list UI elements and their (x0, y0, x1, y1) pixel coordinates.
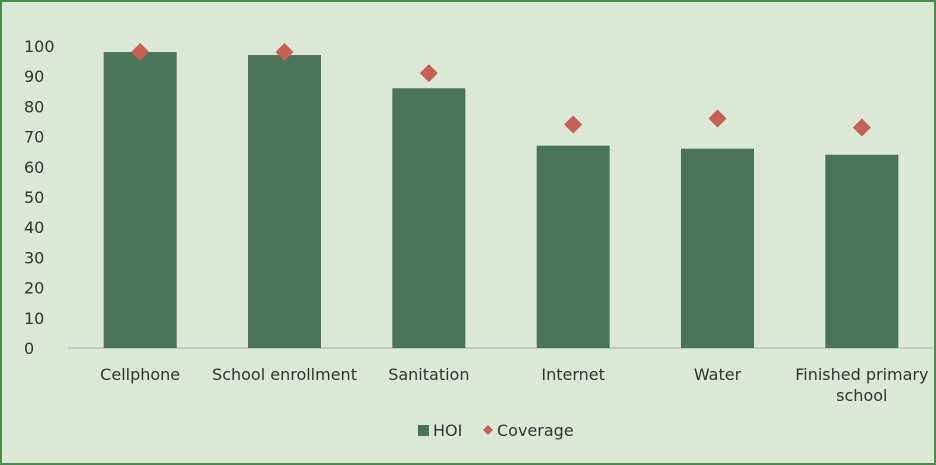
x-category-label: Finished primary school (795, 365, 928, 405)
marker-coverage (852, 118, 871, 137)
bar-hoi (681, 148, 754, 348)
bar-hoi (248, 55, 321, 349)
bar-hoi (536, 145, 610, 348)
y-tick-label: 90 (24, 67, 44, 86)
marker-coverage (131, 43, 150, 62)
bar-hoi (103, 52, 177, 348)
y-tick-label: 10 (24, 309, 44, 328)
x-category-label: Sanitation (388, 365, 469, 384)
legend-swatch-coverage (483, 425, 493, 435)
y-tick-label: 40 (24, 218, 44, 237)
y-tick-label: 30 (24, 248, 44, 267)
marker-coverage (275, 43, 294, 62)
y-tick-label: 0 (24, 339, 34, 358)
y-tick-label: 50 (24, 188, 44, 207)
legend-label-coverage: Coverage (497, 421, 574, 440)
y-tick-label: 100 (24, 37, 55, 56)
marker-coverage (708, 109, 727, 128)
x-category-label: Internet (541, 365, 605, 384)
y-tick-label: 60 (24, 158, 44, 177)
bar-hoi (392, 88, 466, 348)
x-category-label: Cellphone (100, 365, 180, 384)
x-category-label: School enrollment (212, 365, 357, 384)
legend-label-hoi: HOI (433, 421, 462, 440)
y-tick-label: 70 (24, 128, 44, 147)
marker-coverage (564, 115, 583, 134)
x-category-label: Water (694, 365, 742, 384)
legend-swatch-hoi (418, 425, 429, 436)
y-tick-label: 80 (24, 97, 44, 116)
bar-hoi (825, 154, 899, 348)
y-tick-label: 20 (24, 279, 44, 298)
marker-coverage (419, 64, 438, 83)
